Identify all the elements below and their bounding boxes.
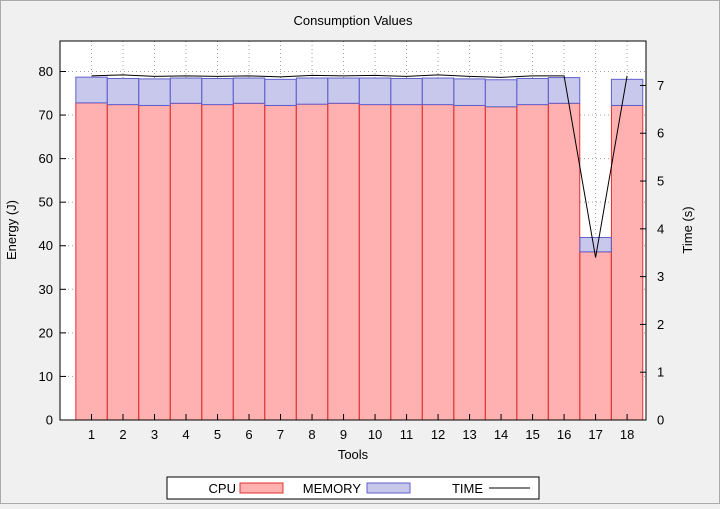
memory-bar bbox=[169, 77, 203, 104]
memory-bar bbox=[610, 78, 644, 106]
cpu-bar bbox=[484, 106, 518, 421]
cpu-bar bbox=[579, 251, 612, 421]
y2-axis-label: Time (s) bbox=[680, 206, 695, 253]
y-tick-label: 80 bbox=[39, 64, 53, 79]
memory-bar bbox=[358, 77, 392, 106]
memory-bar bbox=[421, 77, 455, 106]
memory-bar bbox=[327, 77, 360, 104]
cpu-bar bbox=[358, 104, 392, 421]
cpu-bar bbox=[327, 102, 360, 421]
y-tick-label: 70 bbox=[39, 108, 53, 123]
y-tick-label: 0 bbox=[46, 413, 53, 428]
cpu-bar bbox=[295, 103, 329, 421]
cpu-bar bbox=[453, 104, 486, 421]
line-layer bbox=[91, 74, 628, 258]
x-tick-label: 11 bbox=[400, 427, 414, 442]
x-tick-label: 3 bbox=[151, 427, 158, 442]
cpu-bar bbox=[138, 104, 171, 421]
memory-bar bbox=[75, 76, 108, 104]
memory-bar bbox=[390, 77, 423, 106]
memory-bar bbox=[484, 79, 518, 108]
x-tick-label: 12 bbox=[431, 427, 445, 442]
memory-bar bbox=[201, 77, 234, 106]
memory-bar bbox=[579, 236, 612, 253]
x-tick-label: 6 bbox=[245, 427, 252, 442]
legend-label-time: TIME bbox=[452, 481, 483, 496]
x-tick-label: 16 bbox=[557, 427, 571, 442]
x-tick-label: 15 bbox=[525, 427, 539, 442]
cpu-bar bbox=[201, 104, 234, 421]
x-tick-label: 9 bbox=[340, 427, 347, 442]
cpu-bar bbox=[264, 104, 297, 421]
x-tick-label: 8 bbox=[308, 427, 315, 442]
y2-tick-label: 1 bbox=[657, 365, 664, 380]
memory-bar bbox=[453, 78, 486, 106]
cpu-bar bbox=[75, 102, 108, 421]
y-tick-label: 60 bbox=[39, 151, 53, 166]
chart-title: Consumption Values bbox=[294, 13, 413, 28]
memory-bar bbox=[138, 78, 171, 106]
memory-bar bbox=[232, 77, 266, 104]
x-tick-label: 5 bbox=[214, 427, 221, 442]
y-tick-label: 10 bbox=[39, 369, 53, 384]
y2-tick-label: 0 bbox=[657, 413, 664, 428]
bar-layer bbox=[75, 76, 644, 421]
y2-tick-label: 2 bbox=[657, 317, 664, 332]
cpu-bar bbox=[547, 102, 581, 421]
y-tick-label: 50 bbox=[39, 195, 53, 210]
memory-bar bbox=[295, 77, 329, 105]
x-axis-label: Tools bbox=[338, 447, 369, 462]
x-tick-label: 14 bbox=[494, 427, 508, 442]
x-tick-label: 2 bbox=[119, 427, 126, 442]
x-tick-label: 13 bbox=[462, 427, 476, 442]
x-tick-label: 1 bbox=[88, 427, 95, 442]
cpu-bar bbox=[106, 104, 140, 421]
cpu-bar bbox=[169, 102, 203, 421]
memory-bar bbox=[106, 77, 140, 106]
y-axis-label: Energy (J) bbox=[4, 200, 19, 260]
y2-tick-label: 4 bbox=[657, 221, 664, 236]
y-tick-label: 40 bbox=[39, 238, 53, 253]
plot-frame bbox=[59, 40, 647, 421]
cpu-bar bbox=[610, 104, 644, 421]
x-tick-label: 17 bbox=[588, 427, 602, 442]
y2-tick-label: 7 bbox=[657, 78, 664, 93]
memory-bar bbox=[264, 78, 297, 106]
y2-tick-label: 3 bbox=[657, 269, 664, 284]
x-tick-label: 10 bbox=[368, 427, 382, 442]
legend-label-memory: MEMORY bbox=[303, 481, 362, 496]
legend-label-cpu: CPU bbox=[209, 481, 236, 496]
legend-swatch-memory bbox=[366, 482, 411, 494]
x-tick-label: 7 bbox=[277, 427, 284, 442]
y-tick-label: 30 bbox=[39, 282, 53, 297]
y2-tick-label: 5 bbox=[657, 174, 664, 189]
x-tick-label: 18 bbox=[620, 427, 634, 442]
cpu-bar bbox=[232, 102, 266, 421]
time-line bbox=[91, 74, 628, 258]
y-tick-label: 20 bbox=[39, 325, 53, 340]
x-tick-label: 4 bbox=[182, 427, 189, 442]
cpu-bar bbox=[516, 104, 549, 421]
legend: CPU MEMORY TIME bbox=[166, 476, 540, 500]
cpu-bar bbox=[421, 104, 455, 421]
cpu-bar bbox=[390, 104, 423, 421]
y2-tick-label: 6 bbox=[657, 126, 664, 141]
legend-swatch-cpu bbox=[239, 482, 284, 494]
memory-bar bbox=[516, 77, 549, 106]
memory-bar bbox=[547, 77, 581, 104]
